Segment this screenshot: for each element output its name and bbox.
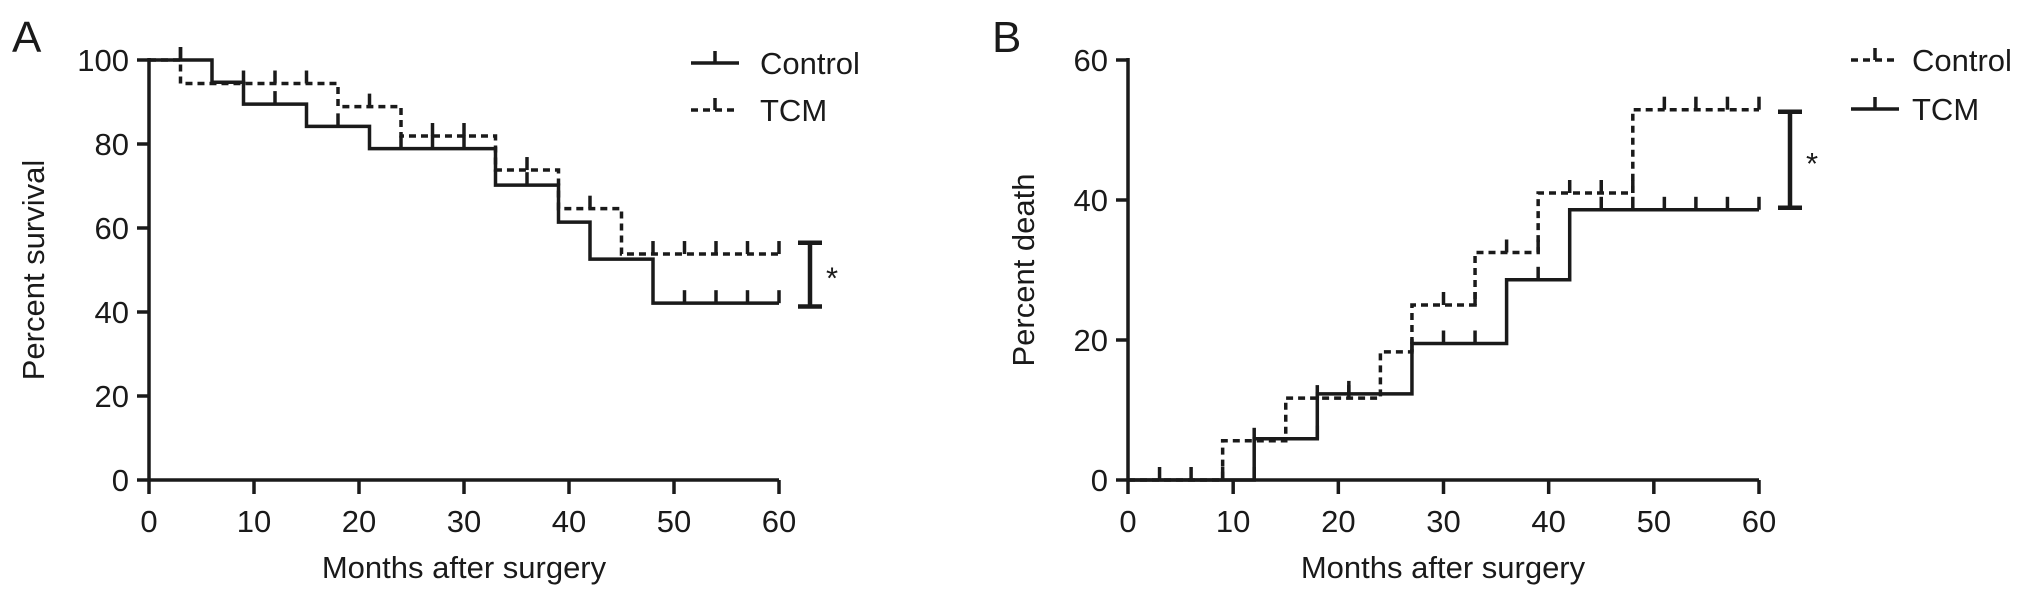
x-tick-label: 60 bbox=[1742, 504, 1776, 539]
significance-asterisk: * bbox=[1806, 146, 1818, 181]
x-tick-label: 10 bbox=[1216, 504, 1250, 539]
x-tick-label: 0 bbox=[140, 504, 157, 539]
panel-label-a: A bbox=[12, 13, 42, 62]
panel-a-survival-chart: A Percent survival Months after surgery … bbox=[12, 13, 860, 585]
x-tick-label: 50 bbox=[657, 504, 691, 539]
y-tick-label: 100 bbox=[77, 43, 129, 78]
series-line-tcm bbox=[149, 58, 779, 256]
legend-label-control: Control bbox=[760, 46, 860, 81]
x-tick-label: 20 bbox=[1321, 504, 1355, 539]
legend-label-tcm: TCM bbox=[1912, 92, 1979, 127]
y-tick-label: 40 bbox=[95, 295, 129, 330]
x-tick-label: 30 bbox=[1426, 504, 1460, 539]
x-axis-label-b: Months after surgery bbox=[1301, 550, 1586, 585]
x-tick-label: 20 bbox=[342, 504, 376, 539]
legend-label-tcm: TCM bbox=[760, 93, 827, 128]
y-tick-label: 80 bbox=[95, 127, 129, 162]
x-tick-label: 10 bbox=[237, 504, 271, 539]
panel-b-death-chart: B Percent death Months after surgery 0 20… bbox=[992, 13, 2012, 585]
y-axis-label-a: Percent survival bbox=[16, 160, 51, 381]
legend-label-control: Control bbox=[1912, 43, 2012, 78]
x-tick-label: 40 bbox=[1531, 504, 1565, 539]
x-tick-label: 30 bbox=[447, 504, 481, 539]
y-tick-label: 20 bbox=[95, 379, 129, 414]
y-tick-label: 40 bbox=[1074, 183, 1108, 218]
x-axis-label-a: Months after surgery bbox=[322, 550, 607, 585]
panel-label-b: B bbox=[992, 13, 1021, 62]
y-tick-label: 60 bbox=[95, 211, 129, 246]
y-tick-label: 60 bbox=[1074, 43, 1108, 78]
y-tick-label: 20 bbox=[1074, 323, 1108, 358]
x-tick-label: 50 bbox=[1637, 504, 1671, 539]
significance-asterisk: * bbox=[826, 261, 838, 296]
series-line-control bbox=[149, 58, 779, 305]
x-tick-label: 0 bbox=[1119, 504, 1136, 539]
x-tick-label: 40 bbox=[552, 504, 586, 539]
y-tick-label: 0 bbox=[112, 463, 129, 498]
y-axis-label-b: Percent death bbox=[1006, 173, 1041, 366]
series-line-control bbox=[1128, 107, 1759, 482]
x-tick-label: 60 bbox=[762, 504, 796, 539]
series-line-tcm bbox=[1128, 208, 1759, 482]
y-tick-label: 0 bbox=[1091, 463, 1108, 498]
